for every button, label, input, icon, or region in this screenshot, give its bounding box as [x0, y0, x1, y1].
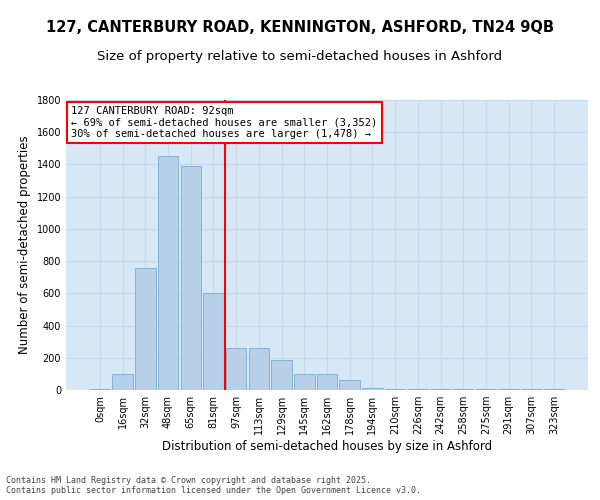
Bar [181, 166, 201, 390]
Text: Contains HM Land Registry data © Crown copyright and database right 2025.
Contai: Contains HM Land Registry data © Crown c… [6, 476, 421, 495]
Bar [453, 389, 473, 390]
Bar [90, 389, 110, 390]
Bar [112, 374, 133, 390]
Bar [294, 374, 314, 390]
Bar [499, 389, 519, 390]
Bar [158, 156, 178, 390]
Bar [362, 388, 383, 390]
Bar [317, 374, 337, 390]
Bar [544, 389, 564, 390]
Bar [430, 389, 451, 390]
X-axis label: Distribution of semi-detached houses by size in Ashford: Distribution of semi-detached houses by … [162, 440, 492, 453]
Bar [407, 389, 428, 390]
Bar [340, 380, 360, 390]
Text: 127, CANTERBURY ROAD, KENNINGTON, ASHFORD, TN24 9QB: 127, CANTERBURY ROAD, KENNINGTON, ASHFOR… [46, 20, 554, 35]
Text: Size of property relative to semi-detached houses in Ashford: Size of property relative to semi-detach… [97, 50, 503, 63]
Text: 127 CANTERBURY ROAD: 92sqm
← 69% of semi-detached houses are smaller (3,352)
30%: 127 CANTERBURY ROAD: 92sqm ← 69% of semi… [71, 106, 377, 139]
Bar [521, 389, 542, 390]
Y-axis label: Number of semi-detached properties: Number of semi-detached properties [18, 136, 31, 354]
Bar [271, 360, 292, 390]
Bar [226, 348, 247, 390]
Bar [135, 268, 155, 390]
Bar [248, 348, 269, 390]
Bar [476, 389, 496, 390]
Bar [385, 389, 406, 390]
Bar [203, 294, 224, 390]
